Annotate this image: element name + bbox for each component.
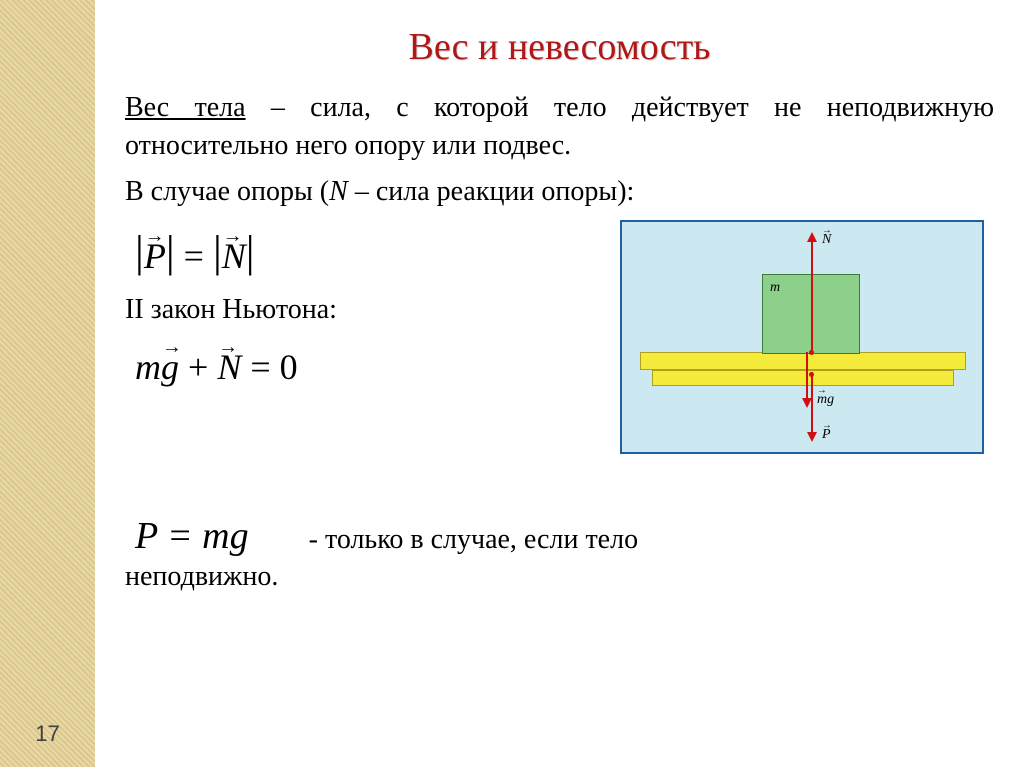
arrow-mg-line	[806, 352, 808, 400]
case-var: N	[329, 176, 348, 207]
term: Вес тела	[125, 92, 246, 123]
arrow-n-head	[807, 232, 817, 242]
slide-content: Вес и невесомость Вес тела – сила, с кот…	[95, 0, 1024, 767]
f2-g: g	[161, 346, 179, 388]
final-condition-2: неподвижно.	[125, 558, 994, 596]
final-pre: - только в случае, если тело	[309, 524, 638, 555]
case-pre: В случае опоры (	[125, 176, 329, 207]
f2-m: m	[135, 347, 161, 387]
label-mg: mg	[817, 392, 834, 408]
case-line: В случае опоры (N – сила реакции опоры):	[125, 173, 994, 211]
label-n: N	[822, 232, 831, 248]
final-formula-row: P = mg - только в случае, если тело	[95, 514, 994, 558]
vec-p: P	[144, 235, 166, 277]
f2-plus: +	[179, 347, 217, 387]
definition-rest: – сила, с которой тело действует не непо…	[125, 92, 994, 161]
definition-paragraph: Вес тела – сила, с которой тело действуе…	[125, 89, 994, 165]
slide-title: Вес и невесомость	[95, 25, 1024, 69]
force-diagram: m N mg P	[620, 220, 984, 454]
case-post: – сила реакции опоры):	[348, 176, 634, 207]
f2-N: N	[217, 346, 241, 388]
label-p: P	[822, 427, 831, 443]
mass-label: m	[770, 280, 780, 296]
decorative-sidebar	[0, 0, 96, 767]
arrow-p-line	[811, 372, 813, 434]
newton-label: II закон Ньютона:	[125, 294, 337, 326]
surface-top	[640, 352, 966, 370]
diagram-container: m N mg P	[620, 220, 984, 454]
final-condition: - только в случае, если тело	[309, 524, 994, 556]
formula-p-mg: P = mg	[135, 514, 249, 558]
page-number: 17	[0, 721, 95, 747]
vec-n: N	[222, 235, 246, 277]
formula-newton: mg + N = 0	[135, 346, 337, 388]
surface-bottom	[652, 370, 954, 386]
arrow-n-line	[811, 240, 813, 352]
f2-eq: = 0	[241, 347, 297, 387]
formula-p-equals-n: |P| = |N|	[135, 228, 337, 279]
arrow-p-head	[807, 432, 817, 442]
